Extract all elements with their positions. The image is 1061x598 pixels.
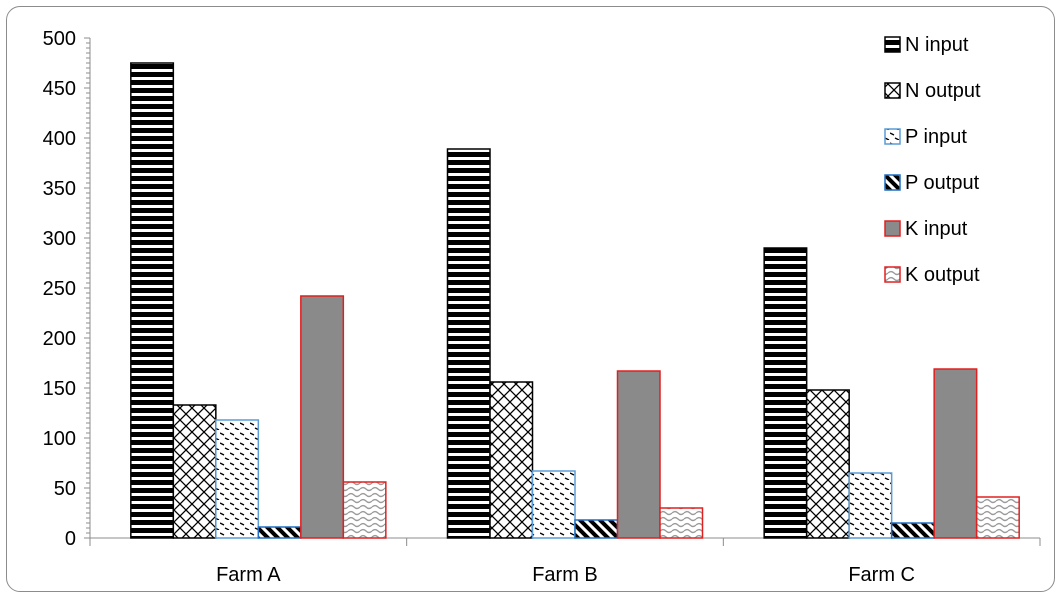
y-tick-label: 450 <box>43 78 76 100</box>
bar <box>848 472 893 539</box>
y-tick-label: 200 <box>43 328 76 350</box>
bar <box>763 247 808 539</box>
legend-swatch <box>884 128 901 145</box>
legend-label: N output <box>905 80 981 102</box>
y-tick-label: 300 <box>43 228 76 250</box>
legend-label: K input <box>905 218 968 240</box>
bar <box>130 62 175 539</box>
y-tick-label: 50 <box>54 478 76 500</box>
bar <box>659 507 704 539</box>
bar <box>300 295 345 539</box>
legend-label: K output <box>905 264 980 286</box>
bar <box>890 522 935 539</box>
legend-swatch <box>884 266 901 283</box>
bar <box>446 148 491 539</box>
legend-label: P input <box>905 126 967 148</box>
y-tick-label: 150 <box>43 378 76 400</box>
legend-label: N input <box>905 34 969 56</box>
y-tick-label: 350 <box>43 178 76 200</box>
y-tick-label: 0 <box>65 528 76 550</box>
bar <box>805 389 850 539</box>
legend: N input N output P input P output K input K o… <box>884 34 981 286</box>
x-tick-label: Farm A <box>216 564 281 586</box>
bar <box>342 481 387 539</box>
bar <box>172 404 217 539</box>
y-tick-label: 500 <box>43 28 76 50</box>
legend-swatch <box>884 220 901 237</box>
bar <box>215 419 260 539</box>
y-tick-label: 100 <box>43 428 76 450</box>
bar <box>489 381 534 539</box>
legend-swatch <box>884 174 901 191</box>
bars <box>130 62 1020 539</box>
bar <box>975 496 1020 539</box>
legend-label: P output <box>905 172 980 194</box>
legend-swatch <box>884 36 901 53</box>
x-tick-label: Farm B <box>532 564 598 586</box>
y-tick-label: 250 <box>43 278 76 300</box>
bar <box>616 370 661 539</box>
y-tick-label: 400 <box>43 128 76 150</box>
x-tick-label: Farm C <box>848 564 915 586</box>
bar <box>933 368 978 539</box>
bar <box>531 470 576 539</box>
bar <box>574 519 619 539</box>
bar <box>257 526 302 539</box>
legend-swatch <box>884 82 901 99</box>
